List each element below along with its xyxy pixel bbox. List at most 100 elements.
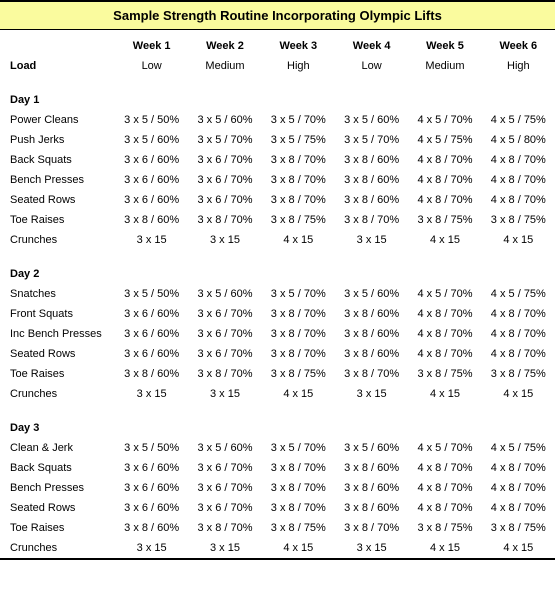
exercise-value: 4 x 8 / 70% (408, 344, 481, 364)
exercise-value: 3 x 8 / 60% (335, 150, 408, 170)
exercise-name: Crunches (0, 538, 115, 558)
exercise-name: Crunches (0, 384, 115, 404)
exercise-value: 4 x 8 / 70% (482, 478, 555, 498)
day-header-1: Day 1 (0, 84, 555, 110)
exercise-value: 3 x 8 / 75% (482, 364, 555, 384)
exercise-value: 3 x 5 / 70% (335, 130, 408, 150)
exercise-value: 4 x 8 / 70% (482, 498, 555, 518)
exercise-value: 4 x 8 / 70% (408, 324, 481, 344)
table-row: Push Jerks3 x 5 / 60%3 x 5 / 70%3 x 5 / … (0, 130, 555, 150)
exercise-value: 3 x 5 / 70% (188, 130, 261, 150)
exercise-value: 3 x 6 / 60% (115, 170, 188, 190)
table-row: Toe Raises3 x 8 / 60%3 x 8 / 70%3 x 8 / … (0, 518, 555, 538)
exercise-value: 3 x 8 / 70% (262, 478, 335, 498)
exercise-value: 4 x 15 (408, 230, 481, 250)
week-header-5: Week 5 (408, 30, 481, 56)
routine-table: Week 1Week 2Week 3Week 4Week 5Week 6Load… (0, 30, 555, 558)
exercise-value: 4 x 5 / 75% (482, 110, 555, 130)
exercise-value: 4 x 5 / 75% (482, 284, 555, 304)
week-header-3: Week 3 (262, 30, 335, 56)
exercise-value: 3 x 8 / 60% (335, 170, 408, 190)
exercise-name: Clean & Jerk (0, 438, 115, 458)
exercise-value: 3 x 6 / 60% (115, 498, 188, 518)
exercise-value: 3 x 8 / 70% (262, 498, 335, 518)
exercise-value: 3 x 6 / 70% (188, 304, 261, 324)
exercise-name: Front Squats (0, 304, 115, 324)
exercise-value: 3 x 6 / 70% (188, 498, 261, 518)
table-row: Inc Bench Presses3 x 6 / 60%3 x 6 / 70%3… (0, 324, 555, 344)
table-row: Toe Raises3 x 8 / 60%3 x 8 / 70%3 x 8 / … (0, 364, 555, 384)
exercise-value: 3 x 8 / 75% (482, 518, 555, 538)
exercise-value: 4 x 5 / 70% (408, 438, 481, 458)
exercise-value: 3 x 15 (188, 538, 261, 558)
exercise-value: 4 x 8 / 70% (482, 190, 555, 210)
exercise-value: 3 x 6 / 70% (188, 478, 261, 498)
table-row: Snatches3 x 5 / 50%3 x 5 / 60%3 x 5 / 70… (0, 284, 555, 304)
exercise-value: 3 x 5 / 60% (188, 284, 261, 304)
week-header-2: Week 2 (188, 30, 261, 56)
exercise-value: 3 x 8 / 70% (335, 518, 408, 538)
exercise-value: 4 x 5 / 70% (408, 110, 481, 130)
exercise-value: 3 x 6 / 70% (188, 458, 261, 478)
exercise-value: 3 x 8 / 60% (115, 210, 188, 230)
exercise-value: 3 x 8 / 70% (188, 518, 261, 538)
exercise-value: 3 x 6 / 60% (115, 150, 188, 170)
exercise-value: 3 x 6 / 60% (115, 458, 188, 478)
exercise-value: 3 x 8 / 60% (115, 364, 188, 384)
table-row: Bench Presses3 x 6 / 60%3 x 6 / 70%3 x 8… (0, 478, 555, 498)
exercise-value: 3 x 6 / 60% (115, 344, 188, 364)
exercise-value: 4 x 8 / 70% (408, 478, 481, 498)
routine-container: Sample Strength Routine Incorporating Ol… (0, 0, 555, 560)
exercise-value: 3 x 6 / 60% (115, 324, 188, 344)
exercise-value: 3 x 15 (335, 384, 408, 404)
exercise-value: 3 x 8 / 75% (262, 364, 335, 384)
exercise-value: 3 x 8 / 60% (335, 458, 408, 478)
exercise-name: Back Squats (0, 150, 115, 170)
table-row: Bench Presses3 x 6 / 60%3 x 6 / 70%3 x 8… (0, 170, 555, 190)
load-value-5: Medium (408, 56, 481, 76)
exercise-value: 3 x 6 / 60% (115, 478, 188, 498)
exercise-value: 4 x 8 / 70% (408, 304, 481, 324)
exercise-value: 3 x 8 / 70% (262, 324, 335, 344)
exercise-name: Seated Rows (0, 498, 115, 518)
exercise-value: 3 x 5 / 60% (335, 110, 408, 130)
table-row: Back Squats3 x 6 / 60%3 x 6 / 70% 3 x 8 /… (0, 458, 555, 478)
load-value-2: Medium (188, 56, 261, 76)
exercise-value: 4 x 8 / 70% (482, 344, 555, 364)
exercise-value: 3 x 5 / 60% (335, 284, 408, 304)
exercise-value: 3 x 6 / 70% (188, 324, 261, 344)
exercise-name: Bench Presses (0, 478, 115, 498)
exercise-value: 4 x 15 (482, 230, 555, 250)
table-row: Seated Rows3 x 6 / 60%3 x 6 / 70%3 x 8 /… (0, 498, 555, 518)
table-row: Seated Rows3 x 6 / 60%3 x 6 / 70%3 x 8 /… (0, 344, 555, 364)
exercise-value: 3 x 5 / 70% (262, 438, 335, 458)
exercise-value: 3 x 8 / 70% (262, 344, 335, 364)
exercise-name: Crunches (0, 230, 115, 250)
exercise-value: 4 x 15 (262, 384, 335, 404)
exercise-name: Push Jerks (0, 130, 115, 150)
exercise-value: 3 x 8 / 60% (335, 304, 408, 324)
week-header-6: Week 6 (482, 30, 555, 56)
exercise-value: 4 x 8 / 70% (482, 324, 555, 344)
day-header-2: Day 2 (0, 258, 555, 284)
exercise-value: 3 x 5 / 60% (335, 438, 408, 458)
exercise-value: 3 x 5 / 70% (262, 110, 335, 130)
exercise-name: Toe Raises (0, 518, 115, 538)
exercise-value: 3 x 8 / 75% (482, 210, 555, 230)
exercise-value: 3 x 8 / 75% (408, 364, 481, 384)
header-blank (0, 30, 115, 56)
exercise-name: Bench Presses (0, 170, 115, 190)
exercise-value: 4 x 5 / 80% (482, 130, 555, 150)
exercise-value: 4 x 8 / 70% (482, 150, 555, 170)
exercise-name: Back Squats (0, 458, 115, 478)
table-row: Power Cleans3 x 5 / 50%3 x 5 / 60%3 x 5 … (0, 110, 555, 130)
page-title: Sample Strength Routine Incorporating Ol… (0, 2, 555, 30)
load-value-1: Low (115, 56, 188, 76)
table-row: Back Squats3 x 6 / 60%3 x 6 / 70%3 x 8 /… (0, 150, 555, 170)
exercise-name: Snatches (0, 284, 115, 304)
exercise-value: 3 x 5 / 50% (115, 284, 188, 304)
exercise-value: 4 x 8 / 70% (408, 150, 481, 170)
exercise-name: Seated Rows (0, 190, 115, 210)
exercise-value: 3 x 8 / 60% (335, 344, 408, 364)
table-row: Seated Rows3 x 6 / 60%3 x 6 / 70%3 x 8 /… (0, 190, 555, 210)
